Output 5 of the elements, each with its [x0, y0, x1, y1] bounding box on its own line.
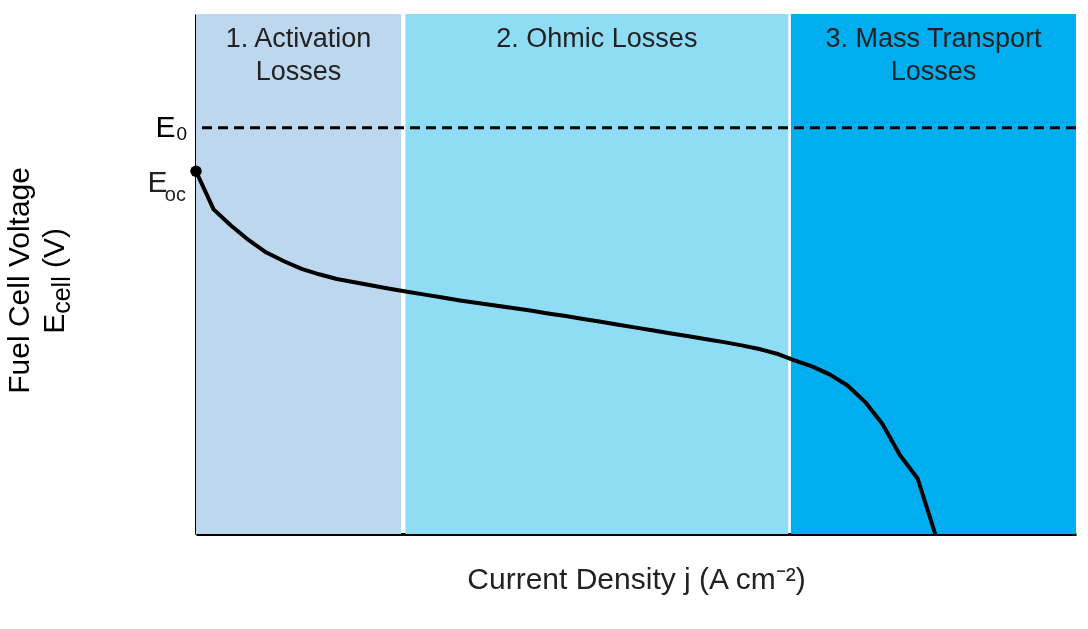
- ref-line-label: E₀: [155, 109, 188, 143]
- x-axis-title: Current Density j (A cm⁻²): [467, 561, 806, 595]
- text: 2. Ohmic Losses: [496, 23, 698, 53]
- text: 3. Mass Transport Losses: [825, 23, 1042, 86]
- text: 1. Activation Losses: [225, 23, 372, 86]
